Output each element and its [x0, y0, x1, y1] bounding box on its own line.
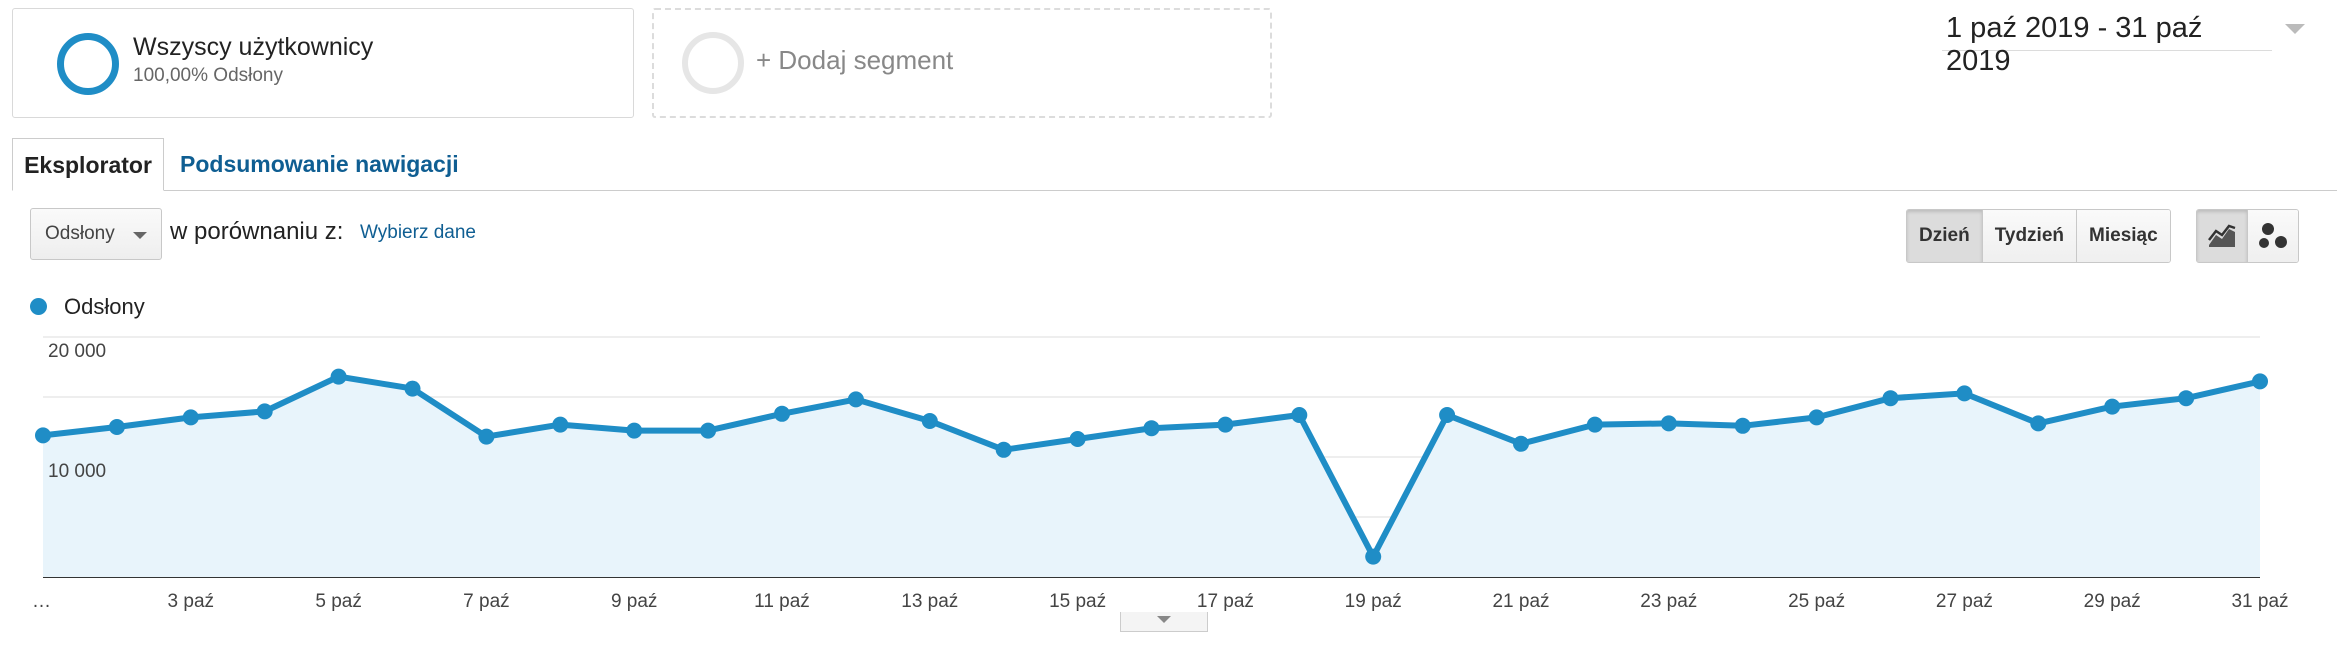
data-point-29[interactable]: [2104, 398, 2121, 415]
data-point-22[interactable]: [1586, 416, 1603, 433]
data-point-5[interactable]: [330, 368, 347, 385]
compare-label: w porównaniu z:: [170, 218, 344, 245]
data-point-9[interactable]: [626, 422, 643, 439]
data-point-7[interactable]: [478, 428, 495, 445]
period-day-button[interactable]: Dzień: [1907, 210, 1983, 262]
legend-series-dot: [30, 298, 47, 315]
line-chart-button[interactable]: [2197, 210, 2248, 262]
x-tick-label: 31 paź: [2231, 591, 2288, 612]
date-range-label: 1 paź 2019 - 31 paź 2019: [1946, 12, 2203, 77]
data-point-6[interactable]: [404, 380, 421, 397]
x-tick-label: 19 paź: [1345, 591, 1402, 612]
tab-navigation-summary[interactable]: Podsumowanie nawigacji: [180, 151, 459, 177]
metric-dropdown[interactable]: Odsłony: [30, 208, 162, 260]
x-tick-label: 21 paź: [1492, 591, 1549, 612]
x-tick-label: 23 paź: [1640, 591, 1697, 612]
x-tick-label: 17 paź: [1197, 591, 1254, 612]
chart-collapse-handle[interactable]: [1120, 612, 1208, 632]
segment-title: Wszyscy użytkownicy: [133, 33, 374, 61]
select-compare-metric-link[interactable]: Wybierz dane: [360, 222, 476, 243]
x-tick-label: 29 paź: [2084, 591, 2141, 612]
data-point-18[interactable]: [1291, 407, 1308, 423]
x-tick-label: 15 paź: [1049, 591, 1106, 612]
x-tick-label: 25 paź: [1788, 591, 1845, 612]
motion-chart-icon: [2259, 223, 2287, 248]
period-week-button[interactable]: Tydzień: [1982, 210, 2078, 262]
series-points: [35, 368, 2268, 565]
data-point-26[interactable]: [1882, 390, 1899, 407]
data-point-2[interactable]: [108, 419, 125, 435]
data-point-21[interactable]: [1513, 435, 1529, 452]
data-point-23[interactable]: [1660, 415, 1677, 432]
data-point-1[interactable]: [35, 427, 51, 444]
segment-ring-icon: [57, 33, 119, 95]
data-point-16[interactable]: [1143, 420, 1160, 437]
data-point-13[interactable]: [921, 413, 938, 429]
motion-chart-button[interactable]: [2248, 210, 2298, 262]
data-point-8[interactable]: [552, 416, 569, 433]
data-point-3[interactable]: [182, 409, 199, 426]
x-tick-label: 27 paź: [1936, 591, 1993, 612]
data-point-25[interactable]: [1808, 409, 1825, 426]
segment-all-users[interactable]: Wszyscy użytkownicy 100,00% Odsłony: [12, 8, 634, 118]
data-point-11[interactable]: [774, 405, 790, 422]
x-tick-label: 5 paź: [315, 591, 361, 612]
period-toggle: Dzień Tydzień Miesiąc: [1906, 209, 2171, 263]
y-tick-label: 10 000: [48, 461, 106, 482]
data-point-10[interactable]: [700, 422, 717, 439]
date-range-caret-icon[interactable]: [2285, 24, 2305, 34]
data-point-31[interactable]: [2252, 373, 2268, 390]
line-chart-icon: [2208, 224, 2236, 247]
data-point-20[interactable]: [1439, 407, 1456, 423]
data-point-14[interactable]: [995, 441, 1012, 458]
period-month-button[interactable]: Miesiąc: [2077, 210, 2170, 262]
data-point-19[interactable]: [1365, 548, 1382, 565]
pageviews-chart[interactable]: 20 000 10 000 … 3 paź 5 paź 7 paź 9 paź 11 paź…: [0, 325, 2344, 615]
data-point-15[interactable]: [1069, 431, 1086, 447]
x-tick-label: 13 paź: [901, 591, 958, 612]
legend-series-label: Odsłony: [64, 294, 145, 319]
report-tabs: Eksplorator Podsumowanie nawigacji: [12, 138, 2337, 191]
data-point-17[interactable]: [1217, 416, 1234, 433]
x-tick-label: …: [32, 591, 51, 612]
add-segment-label: + Dodaj segment: [756, 45, 954, 75]
chevron-down-icon: [1157, 616, 1171, 623]
x-tick-label: 7 paź: [463, 591, 509, 612]
x-axis-labels: … 3 paź 5 paź 7 paź 9 paź 11 paź 13 paź 15 paź 1…: [32, 591, 2289, 612]
x-tick-label: 3 paź: [168, 591, 214, 612]
chevron-down-icon: [133, 232, 147, 239]
series-area: [43, 376, 2260, 577]
data-point-12[interactable]: [847, 391, 864, 408]
x-tick-label: 9 paź: [611, 591, 657, 612]
x-tick-label: 11 paź: [754, 591, 810, 612]
y-axis-labels: 20 000 10 000: [48, 341, 106, 482]
segment-subtitle: 100,00% Odsłony: [133, 65, 283, 86]
data-point-4[interactable]: [256, 403, 273, 420]
chart-type-toggle: [2196, 209, 2299, 263]
empty-segment-ring-icon: [682, 32, 744, 94]
metric-dropdown-value: Odsłony: [45, 223, 115, 244]
data-point-24[interactable]: [1734, 417, 1751, 434]
data-point-28[interactable]: [2030, 415, 2047, 432]
data-point-27[interactable]: [1956, 385, 1973, 402]
add-segment-button[interactable]: + Dodaj segment: [652, 8, 1272, 118]
y-tick-label: 20 000: [48, 341, 106, 362]
tab-explorer[interactable]: Eksplorator: [12, 138, 164, 191]
data-point-30[interactable]: [2178, 390, 2195, 407]
date-range-picker[interactable]: 1 paź 2019 - 31 paź 2019: [1942, 10, 2272, 77]
